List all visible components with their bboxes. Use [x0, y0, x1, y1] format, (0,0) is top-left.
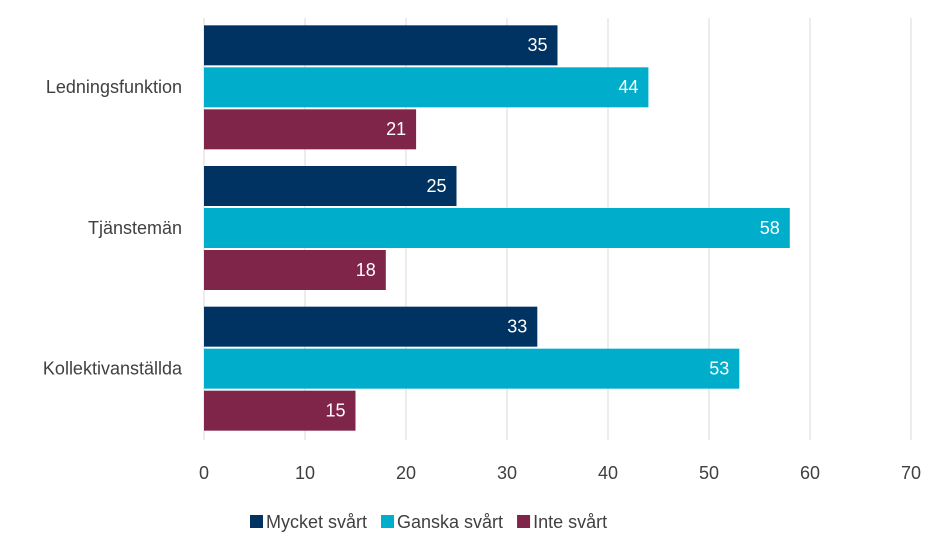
legend-swatch: [517, 515, 531, 528]
x-tick-label: 60: [800, 463, 820, 483]
x-tick-label: 20: [396, 463, 416, 483]
bar: [204, 306, 538, 347]
y-tick-label: Ledningsfunktion: [46, 77, 182, 97]
y-tick-label: Kollektivanställda: [43, 358, 183, 378]
legend-label: Ganska svårt: [397, 512, 503, 532]
bar: [204, 25, 558, 66]
data-label: 18: [356, 260, 376, 280]
data-label: 53: [709, 358, 729, 378]
x-tick-label: 70: [901, 463, 921, 483]
bar: [204, 208, 790, 248]
data-label: 35: [527, 35, 547, 55]
bar: [204, 109, 417, 150]
bar: [204, 250, 386, 290]
bar: [204, 348, 740, 389]
x-tick-label: 40: [598, 463, 618, 483]
data-label: 33: [507, 316, 527, 336]
y-tick-label: Tjänstemän: [88, 218, 182, 238]
legend-swatch: [250, 515, 263, 528]
bar: [204, 390, 356, 431]
legend-label: Mycket svårt: [266, 512, 367, 532]
x-tick-label: 30: [497, 463, 517, 483]
data-label: 58: [760, 218, 780, 238]
data-label: 21: [386, 119, 406, 139]
bar: [204, 166, 457, 206]
data-label: 15: [325, 400, 345, 420]
data-label: 25: [426, 176, 446, 196]
legend-label: Inte svårt: [533, 512, 607, 532]
x-tick-label: 50: [699, 463, 719, 483]
x-tick-label: 10: [295, 463, 315, 483]
legend-swatch: [381, 515, 395, 528]
data-label: 44: [618, 77, 638, 97]
bar: [204, 67, 649, 108]
x-tick-label: 0: [199, 463, 209, 483]
